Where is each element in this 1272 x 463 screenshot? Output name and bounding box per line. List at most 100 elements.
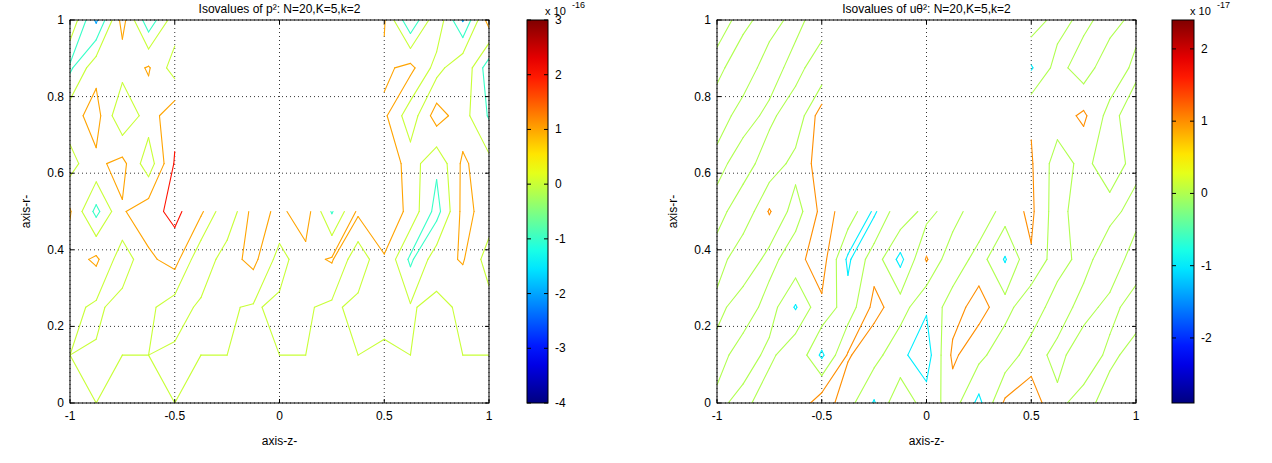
contour-segment: [472, 43, 489, 68]
y-tick: [485, 173, 489, 174]
contour-segment: [403, 20, 411, 33]
colorbar-tick: [527, 293, 531, 294]
contour-segment: [201, 259, 216, 297]
contour-segment: [1057, 259, 1071, 281]
contour-segment: [848, 355, 852, 362]
contour-segment: [1047, 338, 1057, 355]
contour-segment: [743, 212, 754, 235]
colorbar: [527, 20, 548, 403]
contour-segment: [262, 291, 279, 307]
contour-segment: [769, 212, 787, 247]
colorbar-tick: [544, 129, 548, 130]
contour-segment: [758, 281, 769, 308]
contour-segment: [743, 307, 758, 333]
contour-segment: [1031, 65, 1033, 68]
y-tick-label: 0.8: [47, 90, 64, 104]
contour-segment: [216, 240, 227, 259]
contour-segment: [253, 259, 273, 303]
contour-segment: [122, 355, 148, 356]
contour-segment: [727, 234, 743, 259]
colorbar-tick-label: 1: [1201, 114, 1208, 128]
contour-segment: [819, 350, 821, 355]
contour-segment: [253, 259, 258, 269]
contour-segment: [1110, 355, 1120, 371]
contour-segment: [159, 101, 174, 116]
contour-segment: [469, 164, 474, 212]
contour-segment: [96, 116, 101, 148]
colorbar-tick-label: 0: [1201, 186, 1208, 200]
contour-segment: [96, 88, 101, 115]
contour-segment: [180, 216, 201, 259]
x-tick: [1031, 399, 1032, 403]
contour-segment: [1084, 68, 1095, 84]
contour-segment: [432, 180, 437, 212]
contour-segment: [953, 212, 963, 233]
contour-segment: [1103, 335, 1110, 356]
contour-segment: [122, 240, 133, 259]
contour-segment: [1031, 68, 1050, 94]
contour-segment: [70, 144, 79, 163]
contour-segment: [1093, 226, 1110, 259]
contour-segment: [410, 212, 419, 230]
y-tick: [1132, 249, 1136, 250]
contour-segment: [717, 307, 727, 328]
contour-segment: [96, 20, 105, 40]
colorbar-tick: [527, 238, 531, 239]
grid-line: [70, 249, 489, 250]
x-tick-label: -0.5: [811, 409, 832, 423]
contour-segment: [900, 259, 903, 267]
contour-segment: [940, 355, 941, 403]
contour-segment: [848, 212, 871, 255]
contour-segment: [787, 185, 795, 212]
contour-segment: [1125, 231, 1136, 259]
contour-segment: [927, 355, 932, 382]
contour-segment: [348, 242, 358, 260]
contour-segment: [140, 138, 148, 164]
contour-segment: [779, 231, 796, 259]
contour-segment: [149, 20, 157, 32]
contour-segment: [815, 104, 822, 115]
contour-segment: [979, 307, 989, 324]
contour-segment: [927, 256, 928, 259]
contour-segment: [401, 164, 403, 212]
contour-segment: [796, 212, 803, 232]
contour-segment: [410, 68, 415, 76]
contour-segment: [306, 212, 311, 242]
contour-segment: [149, 164, 155, 177]
contour-segment: [122, 164, 126, 200]
contour-segment: [140, 164, 148, 177]
contour-segment: [201, 212, 203, 217]
contour-segment: [149, 355, 175, 403]
contour-segment: [836, 229, 848, 259]
contour-segment: [731, 96, 743, 116]
colorbar-tick: [544, 238, 548, 239]
contour-segment: [822, 259, 827, 293]
chart-title: Isovalues of uθ²: N=20,K=5,k=2: [842, 2, 1011, 16]
contour-segment: [82, 212, 96, 237]
contour-segment: [227, 307, 240, 355]
colorbar-tick: [544, 20, 548, 21]
x-tick: [717, 20, 718, 24]
y-axis-label: axis-r-: [19, 195, 33, 228]
contour-segment: [452, 307, 462, 355]
contour-segment: [384, 339, 410, 355]
contour-segment: [173, 152, 175, 164]
contour-segment: [410, 20, 419, 33]
colorbar: [1172, 20, 1194, 403]
contour-segment: [975, 394, 979, 403]
contour-segment: [777, 86, 796, 115]
colorbar-tick-label: -3: [555, 341, 566, 355]
contour-segment: [908, 315, 927, 355]
contour-segment: [874, 212, 890, 244]
contour-segment: [951, 339, 953, 355]
contour-segment: [769, 355, 776, 368]
x-tick: [70, 399, 71, 403]
contour-segment: [342, 307, 358, 355]
contour-segment: [70, 20, 86, 63]
contour-segment: [727, 138, 743, 164]
x-tick: [174, 20, 175, 24]
y-tick: [70, 96, 74, 97]
contour-segment: [848, 259, 851, 275]
contour-segment: [87, 56, 97, 68]
contour-segment: [769, 307, 777, 337]
